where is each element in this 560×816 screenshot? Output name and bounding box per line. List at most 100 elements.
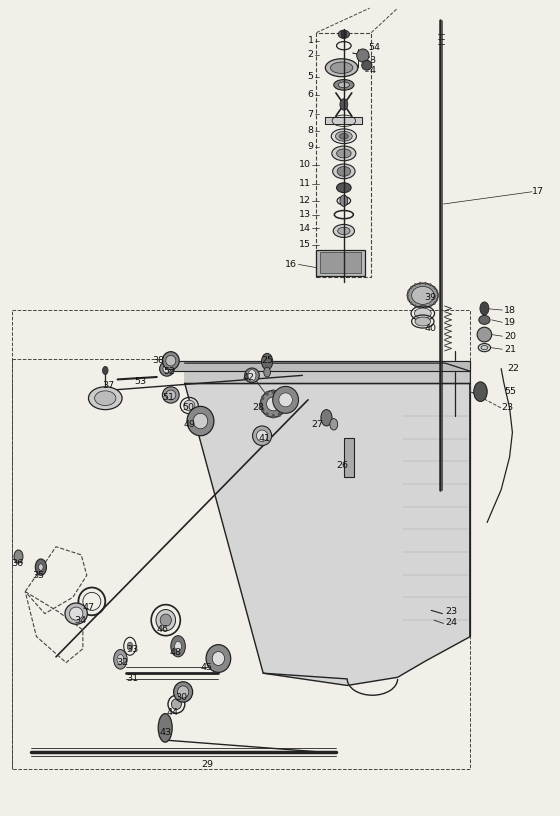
Text: 54: 54 (368, 42, 380, 52)
Text: 34: 34 (74, 615, 87, 625)
Ellipse shape (253, 426, 272, 446)
Text: 23: 23 (445, 607, 458, 617)
Text: 19: 19 (504, 317, 516, 327)
Ellipse shape (88, 387, 122, 410)
Circle shape (14, 550, 23, 563)
Polygon shape (185, 363, 470, 384)
Circle shape (436, 290, 438, 293)
Text: 6: 6 (307, 90, 314, 100)
Text: 3: 3 (370, 55, 376, 65)
Ellipse shape (338, 30, 349, 38)
Ellipse shape (478, 344, 491, 352)
Ellipse shape (337, 183, 351, 193)
Circle shape (341, 30, 347, 38)
Polygon shape (185, 384, 470, 685)
Circle shape (321, 410, 332, 426)
Text: 46: 46 (157, 625, 169, 635)
Circle shape (35, 559, 46, 575)
Text: 11: 11 (299, 179, 311, 188)
Ellipse shape (166, 390, 176, 400)
Ellipse shape (414, 308, 431, 318)
Text: 20: 20 (504, 331, 516, 341)
Circle shape (474, 382, 487, 401)
Text: 25: 25 (262, 356, 273, 366)
Ellipse shape (362, 60, 372, 70)
Text: 41: 41 (259, 433, 270, 443)
Ellipse shape (338, 227, 350, 235)
Text: 2: 2 (307, 50, 314, 60)
Ellipse shape (325, 59, 358, 77)
Text: 5: 5 (307, 72, 314, 82)
Bar (316, 33, 371, 277)
Circle shape (433, 302, 436, 305)
Text: 39: 39 (424, 293, 437, 303)
Ellipse shape (171, 698, 181, 709)
Ellipse shape (160, 614, 171, 627)
Text: 35: 35 (32, 570, 45, 580)
Ellipse shape (245, 368, 259, 383)
Circle shape (282, 408, 286, 413)
Ellipse shape (279, 393, 292, 406)
Bar (344, 438, 354, 477)
Bar (320, 252, 361, 273)
Ellipse shape (256, 430, 268, 441)
Ellipse shape (339, 134, 348, 140)
Ellipse shape (330, 62, 353, 73)
Ellipse shape (158, 713, 172, 743)
Ellipse shape (332, 146, 356, 161)
Circle shape (265, 412, 269, 417)
Text: 42: 42 (242, 373, 254, 383)
Text: 10: 10 (299, 160, 311, 170)
Text: 27: 27 (311, 419, 323, 429)
Circle shape (102, 366, 108, 375)
Text: 23: 23 (501, 403, 514, 413)
Text: 40: 40 (424, 323, 436, 333)
Circle shape (340, 99, 348, 110)
Ellipse shape (333, 224, 354, 237)
Text: 13: 13 (298, 210, 311, 220)
Circle shape (330, 419, 338, 430)
Circle shape (437, 294, 439, 297)
Ellipse shape (166, 356, 176, 366)
Circle shape (424, 306, 427, 309)
Circle shape (171, 636, 185, 657)
Text: 21: 21 (504, 344, 516, 354)
Ellipse shape (477, 327, 492, 342)
Circle shape (278, 391, 281, 396)
Circle shape (480, 302, 489, 315)
Circle shape (272, 389, 275, 394)
Circle shape (282, 396, 286, 401)
Polygon shape (165, 361, 470, 371)
Ellipse shape (212, 651, 225, 666)
Circle shape (114, 650, 127, 669)
Ellipse shape (163, 365, 171, 373)
Ellipse shape (187, 406, 214, 436)
Circle shape (340, 195, 348, 206)
Circle shape (424, 282, 427, 285)
Circle shape (429, 304, 431, 308)
Circle shape (272, 414, 275, 419)
Circle shape (261, 408, 264, 413)
Text: 8: 8 (307, 126, 314, 135)
Ellipse shape (479, 316, 490, 325)
Text: 47: 47 (83, 603, 95, 613)
Circle shape (436, 298, 438, 301)
Ellipse shape (273, 387, 298, 413)
Text: 30: 30 (175, 693, 187, 703)
Text: 51: 51 (162, 392, 174, 402)
Ellipse shape (335, 131, 352, 141)
Text: 15: 15 (299, 240, 311, 250)
Circle shape (278, 412, 281, 417)
Ellipse shape (331, 129, 356, 144)
Ellipse shape (408, 283, 438, 308)
Text: 55: 55 (504, 387, 516, 397)
Ellipse shape (69, 607, 83, 620)
Text: 43: 43 (160, 728, 172, 738)
Text: 7: 7 (307, 109, 314, 119)
Circle shape (433, 286, 436, 289)
Ellipse shape (184, 401, 195, 411)
Ellipse shape (162, 352, 179, 370)
Ellipse shape (156, 610, 176, 631)
Ellipse shape (193, 414, 208, 429)
Circle shape (414, 283, 417, 286)
